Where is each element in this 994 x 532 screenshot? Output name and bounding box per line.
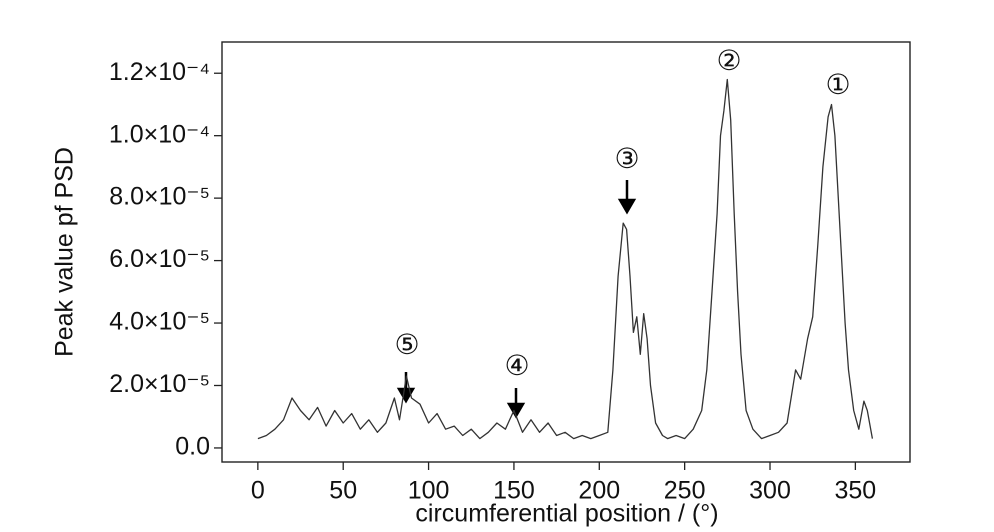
annotation: ① (825, 68, 850, 101)
arrows (396, 180, 637, 419)
arrow-head (617, 198, 637, 215)
annotation: ⑤ (394, 328, 419, 361)
y-tick-label: 2.0×10⁻⁵ (109, 370, 210, 398)
x-tick-label: 350 (835, 477, 877, 505)
y-tick-label: 4.0×10⁻⁵ (109, 308, 210, 336)
plot-frame (221, 41, 911, 463)
y-tick-label: 8.0×10⁻⁵ (109, 183, 210, 211)
annotation: ③ (614, 142, 639, 175)
x-tick-label: 250 (664, 477, 706, 505)
y-tick-label: 1.0×10⁻⁴ (109, 120, 210, 148)
x-tick-label: 300 (749, 477, 791, 505)
annotation: ④ (504, 349, 529, 382)
x-tick-label: 150 (493, 477, 535, 505)
x-tick-label: 200 (578, 477, 620, 505)
x-tick-label: 50 (329, 477, 357, 505)
x-axis-title: circumferential position / (°) (415, 500, 718, 528)
y-tick-label: 1.2×10⁻⁴ (109, 58, 210, 86)
y-tick-label: 6.0×10⁻⁵ (109, 245, 210, 273)
data-line (257, 78, 874, 440)
arrow-head (506, 402, 526, 419)
annotation: ② (716, 44, 741, 77)
x-tick-label: 0 (251, 477, 265, 505)
x-tick-label: 100 (408, 477, 450, 505)
y-tick-label: 0.0 (175, 433, 210, 461)
y-axis-title: Peak value pf PSD (51, 147, 79, 357)
